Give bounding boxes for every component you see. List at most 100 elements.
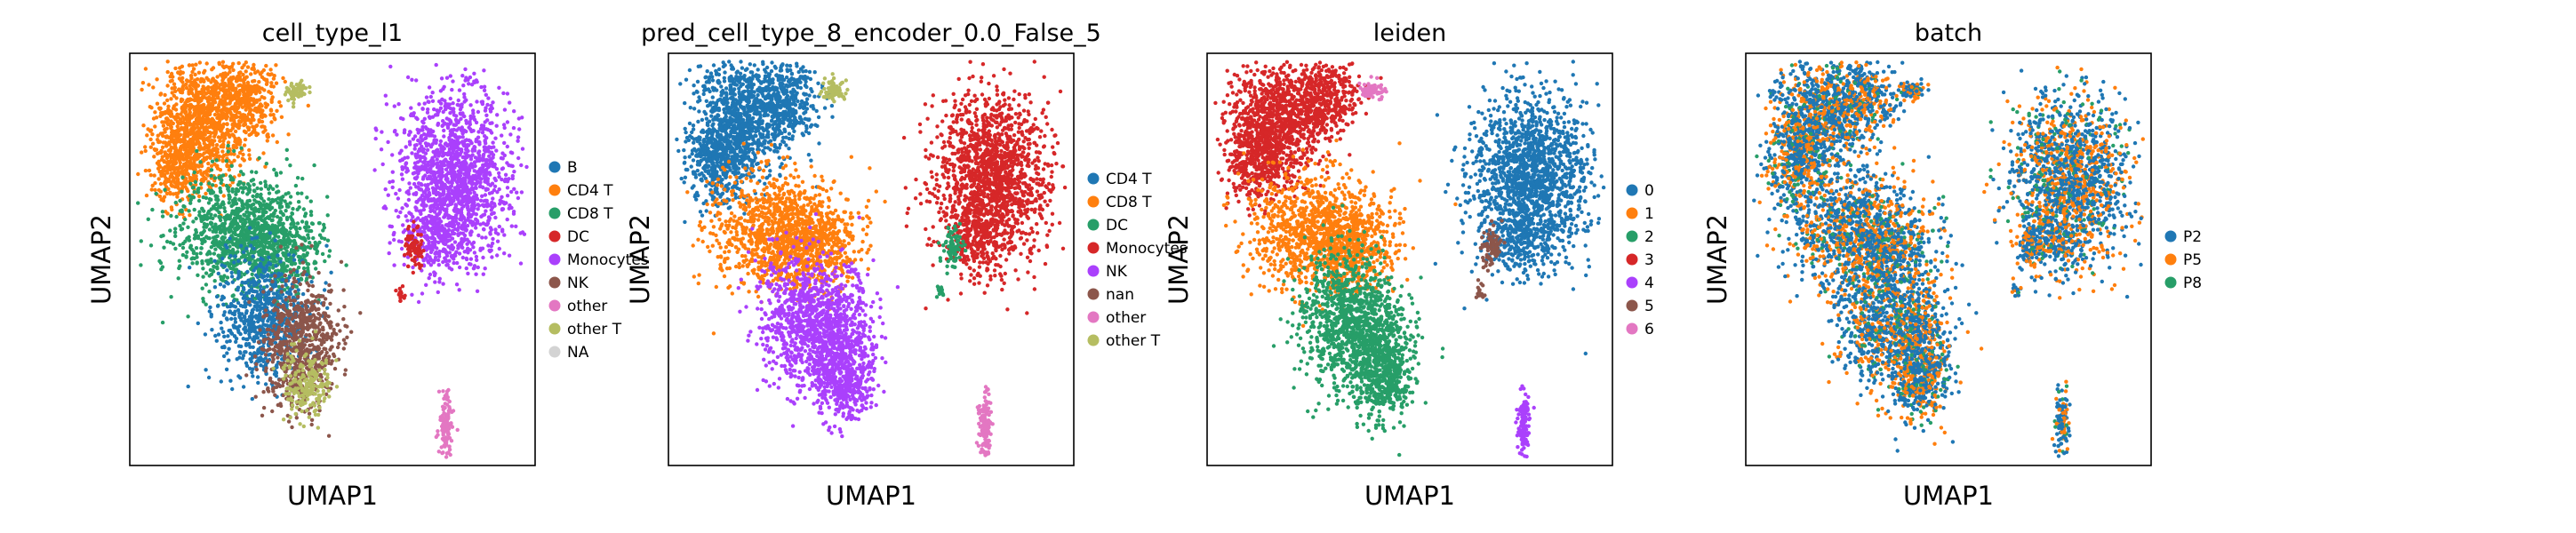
scatter-point xyxy=(318,322,322,326)
scatter-point xyxy=(179,117,182,121)
scatter-point xyxy=(307,104,310,107)
scatter-point xyxy=(208,309,212,313)
scatter-point xyxy=(212,227,216,231)
scatter-point xyxy=(212,240,215,243)
scatter-point xyxy=(321,328,324,331)
scatter-point xyxy=(258,312,261,315)
scatter-point xyxy=(270,380,274,384)
scatter-point xyxy=(329,325,332,329)
scatter-point xyxy=(298,205,301,209)
scatter-point xyxy=(211,268,214,272)
scatter-point xyxy=(311,284,315,288)
scatter-point xyxy=(225,246,228,250)
scatter-point xyxy=(215,82,219,85)
scatter-point xyxy=(206,188,210,192)
scatter-point xyxy=(161,166,164,170)
scatter-point xyxy=(180,80,184,84)
scatter-point xyxy=(220,110,223,114)
scatter-point xyxy=(274,63,277,67)
scatter-point xyxy=(323,368,326,371)
scatter-point xyxy=(325,332,329,336)
scatter-point xyxy=(260,414,264,418)
scatter-point xyxy=(329,320,332,323)
scatter-point xyxy=(309,280,313,283)
scatter-point xyxy=(226,275,229,279)
scatter-point xyxy=(314,266,317,270)
scatter-point xyxy=(349,330,353,334)
scatter-point xyxy=(296,221,300,225)
scatter-point xyxy=(316,300,320,304)
scatter-point xyxy=(307,300,310,304)
scatter-point xyxy=(154,192,157,195)
scatter-point xyxy=(183,240,187,243)
scatter-point xyxy=(252,335,256,338)
scatter-point xyxy=(228,236,231,240)
scatter-point xyxy=(290,342,293,346)
scatter-point xyxy=(260,236,263,240)
scatter-point xyxy=(147,218,150,221)
scatter-point xyxy=(159,235,163,238)
scatter-point xyxy=(249,72,252,76)
scatter-point xyxy=(236,99,240,103)
scatter-point xyxy=(180,65,184,68)
scatter-point xyxy=(245,270,249,274)
scatter-point xyxy=(277,378,281,382)
scatter-point xyxy=(218,187,221,190)
scatter-point xyxy=(217,205,220,209)
scatter-point xyxy=(180,109,184,113)
scatter-point xyxy=(209,213,212,217)
scatter-point xyxy=(250,287,253,290)
scatter-point xyxy=(285,318,289,322)
scatter-point xyxy=(265,162,268,165)
scatter-point xyxy=(213,132,217,136)
scatter-point xyxy=(225,123,228,126)
scatter-point xyxy=(220,149,224,153)
scatter-point xyxy=(266,319,269,322)
scatter-point xyxy=(259,284,262,288)
scatter-point xyxy=(201,109,204,113)
scatter-point xyxy=(271,133,275,137)
scatter-point xyxy=(237,119,241,123)
scatter-point xyxy=(241,106,244,109)
scatter-point xyxy=(153,147,156,151)
scatter-point xyxy=(183,139,187,142)
scatter-point xyxy=(250,237,253,241)
scatter-point xyxy=(273,117,276,121)
scatter-point xyxy=(228,379,232,383)
scatter-point xyxy=(258,328,261,331)
scatter-point xyxy=(152,116,156,120)
scatter-point xyxy=(326,213,330,217)
scatter-point xyxy=(275,109,278,113)
scatter-point xyxy=(288,416,292,419)
scatter-point xyxy=(276,140,279,144)
scatter-point xyxy=(329,290,332,293)
scatter-point xyxy=(166,70,170,74)
scatter-point xyxy=(249,243,252,247)
scatter-point xyxy=(204,332,207,336)
scatter-point xyxy=(307,315,310,319)
scatter-point xyxy=(322,301,325,305)
scatter-point xyxy=(176,71,180,75)
scatter-point xyxy=(179,122,182,125)
scatter-point xyxy=(327,394,331,398)
scatter-point xyxy=(241,231,244,235)
scatter-point xyxy=(272,84,276,88)
scatter-point xyxy=(213,248,217,251)
scatter-point xyxy=(222,123,226,126)
scatter-point xyxy=(230,274,234,278)
scatter-point xyxy=(189,74,193,77)
scatter-point xyxy=(274,259,277,263)
scatter-point xyxy=(285,148,289,152)
scatter-point xyxy=(213,213,217,217)
scatter-point xyxy=(226,305,229,308)
scatter-point xyxy=(218,245,221,249)
scatter-point xyxy=(211,183,214,187)
scatter-point xyxy=(286,132,290,136)
scatter-point xyxy=(237,61,241,65)
scatter-point xyxy=(227,263,230,266)
scatter-point xyxy=(204,271,208,274)
scatter-point xyxy=(200,233,204,236)
scatter-point xyxy=(409,186,412,189)
scatter-point xyxy=(220,327,223,330)
scatter-point xyxy=(186,314,189,318)
